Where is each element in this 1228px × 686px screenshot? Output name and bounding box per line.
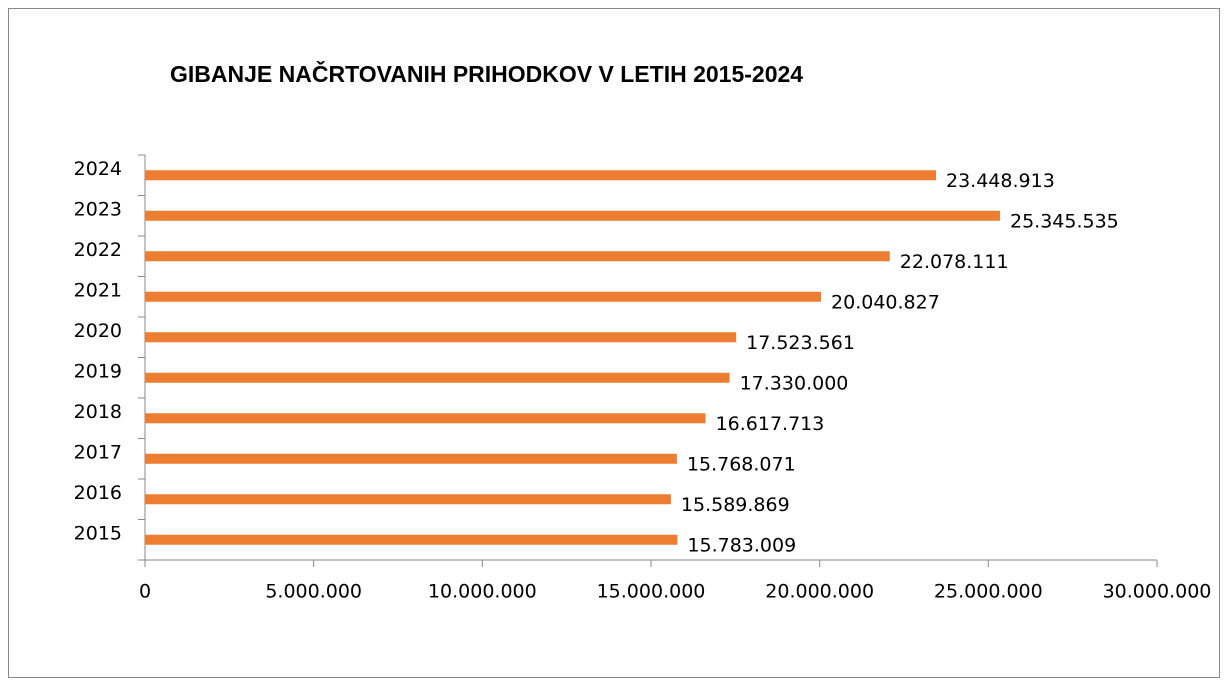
bar	[145, 534, 678, 545]
data-label: 15.783.009	[687, 534, 796, 556]
data-label: 22.078.111	[900, 251, 1009, 273]
x-tick-label: 10.000.000	[428, 581, 537, 603]
y-tick-label: 2024	[74, 158, 122, 180]
data-label: 17.330.000	[740, 372, 849, 394]
y-tick-label: 2015	[74, 522, 122, 544]
y-tick-label: 2017	[74, 441, 122, 463]
y-tick-label: 2019	[74, 360, 122, 382]
data-label: 17.523.561	[746, 332, 855, 354]
data-label: 25.345.535	[1010, 210, 1119, 232]
data-label: 20.040.827	[831, 291, 940, 313]
y-tick-label: 2016	[74, 482, 122, 504]
data-label: 23.448.913	[946, 170, 1055, 192]
data-label: 15.768.071	[687, 453, 796, 475]
x-tick-label: 30.000.000	[1103, 581, 1212, 603]
x-tick-label: 0	[139, 581, 151, 603]
y-tick-label: 2021	[74, 279, 122, 301]
y-tick-label: 2020	[74, 320, 122, 342]
y-tick-label: 2022	[74, 239, 122, 261]
chart-frame	[8, 8, 1220, 678]
data-label: 16.617.713	[716, 413, 825, 435]
chart-title: GIBANJE NAČRTOVANIH PRIHODKOV V LETIH 20…	[170, 60, 803, 87]
y-tick-label: 2018	[74, 401, 122, 423]
bar	[145, 453, 677, 464]
bar	[145, 413, 706, 424]
x-tick-label: 15.000.000	[597, 581, 706, 603]
data-label: 15.589.869	[681, 494, 790, 516]
bar	[145, 494, 671, 505]
bar	[145, 251, 890, 262]
bar	[145, 372, 730, 383]
x-tick-label: 25.000.000	[934, 581, 1043, 603]
y-tick-label: 2023	[74, 198, 122, 220]
bar	[145, 210, 1000, 221]
bar	[145, 291, 822, 302]
bar	[145, 170, 937, 181]
bar	[145, 332, 737, 343]
x-tick-label: 20.000.000	[765, 581, 874, 603]
x-tick-label: 5.000.000	[265, 581, 362, 603]
